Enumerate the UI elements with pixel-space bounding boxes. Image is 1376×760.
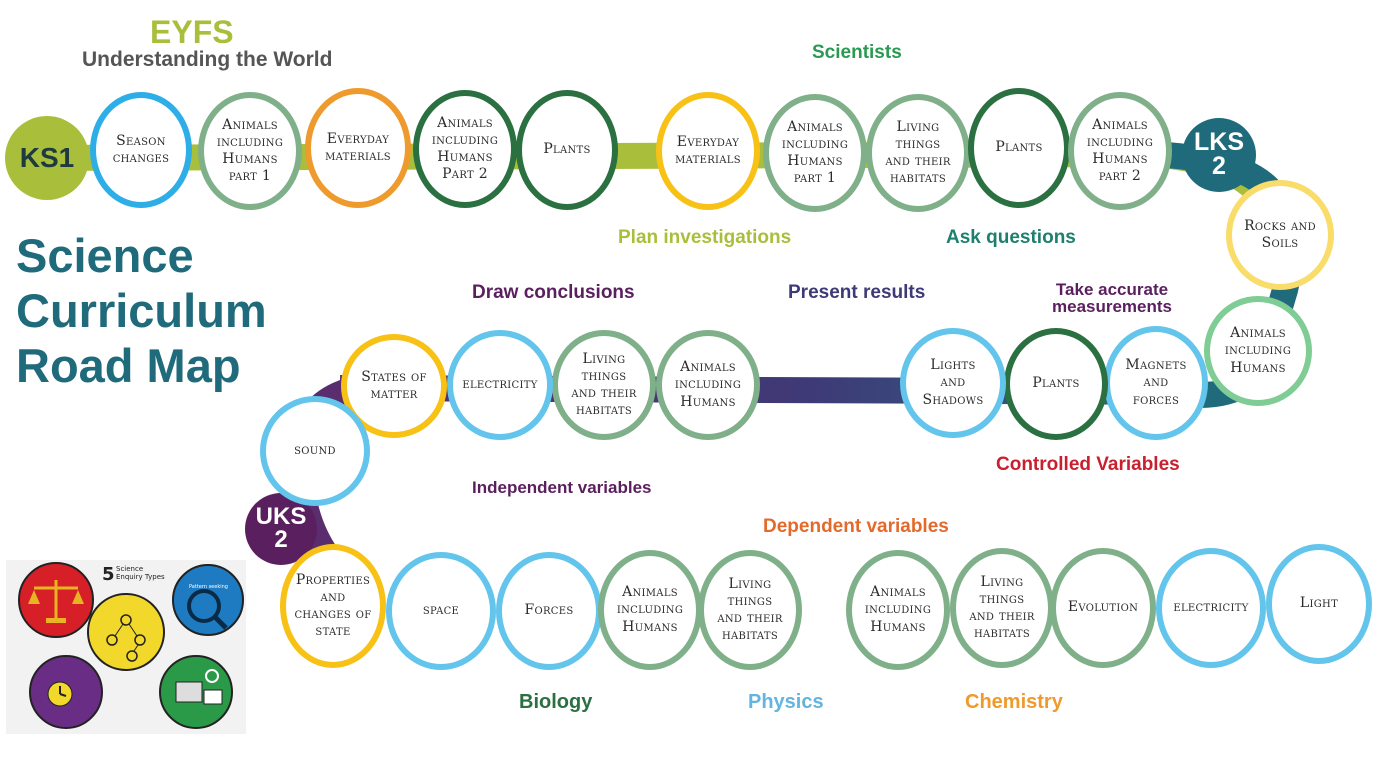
topic-lights-and-shadows[interactable]: Lights and Shadows — [900, 328, 1006, 438]
topic-living-things-1[interactable]: Living things and their habitats — [866, 94, 970, 212]
enquiry-types-inset: 5 Science Enquiry Types Pattern seeking — [6, 560, 246, 734]
title-line-1: Science — [16, 229, 194, 282]
inset-heading-line2: Enquiry Types — [116, 573, 165, 581]
magnifier-icon — [172, 564, 244, 636]
topic-everyday-materials-1[interactable]: Everyday materials — [305, 88, 411, 208]
topic-magnets-and-forces[interactable]: Magnets and forces — [1104, 326, 1208, 440]
skill-measure-line2: measurements — [1052, 297, 1173, 316]
page-title: Science Curriculum Road Map — [16, 228, 267, 393]
topic-forces[interactable]: Forces — [496, 552, 602, 670]
skill-scientists: Scientists — [812, 42, 902, 63]
topic-animals-humans-y5[interactable]: Animals including Humans — [598, 550, 702, 670]
skill-independent-variables: Independent variables — [472, 478, 652, 497]
topic-plants-2[interactable]: Plants — [968, 88, 1070, 208]
skill-controlled-variables: Controlled Variables — [996, 454, 1180, 475]
topic-living-things-4[interactable]: Living things and their habitats — [950, 548, 1054, 668]
topic-season-changes[interactable]: Season changes — [90, 92, 192, 208]
topic-states-of-matter[interactable]: States of matter — [341, 334, 447, 438]
topic-space[interactable]: space — [386, 552, 496, 670]
topic-animals-humans-lks2[interactable]: Animals including Humans — [1204, 296, 1312, 406]
skill-draw-conclusions: Draw conclusions — [472, 282, 635, 303]
topic-animals-humans-y6[interactable]: Animals including Humans — [846, 550, 950, 670]
topic-animals-humans-y4[interactable]: Animals including Humans — [656, 330, 760, 440]
topic-living-things-2[interactable]: Living things and their habitats — [552, 330, 656, 440]
research-icon — [159, 655, 233, 729]
topic-living-things-3[interactable]: Living things and their habitats — [698, 550, 802, 670]
scales-icon — [18, 562, 94, 638]
subject-chemistry: Chemistry — [965, 691, 1063, 713]
topic-plants-1[interactable]: Plants — [516, 90, 618, 210]
topic-light[interactable]: Light — [1266, 544, 1372, 664]
topic-animals-humans-y2-part1[interactable]: Animals including Humans part 1 — [763, 94, 867, 212]
skill-take-accurate-measurements: Take accurate measurements — [1052, 281, 1172, 315]
topic-electricity-2[interactable]: electricity — [1156, 548, 1266, 668]
ks1-label: KS1 — [19, 141, 75, 173]
topic-electricity-1[interactable]: electricity — [447, 330, 553, 440]
inset-heading-number: 5 — [102, 564, 115, 585]
topic-everyday-materials-2[interactable]: Everyday materials — [656, 92, 760, 210]
topic-properties-changes-of-state[interactable]: Properties and changes of state — [280, 544, 386, 668]
classification-icon — [87, 593, 165, 671]
skill-dependent-variables: Dependent variables — [763, 516, 949, 537]
topic-evolution[interactable]: Evolution — [1050, 548, 1156, 668]
title-line-3: Road Map — [16, 339, 241, 392]
inset-heading-line1: Science — [116, 565, 143, 573]
inset-pattern-label: Pattern seeking — [189, 584, 228, 590]
enquiry-types-graphic: 5 Science Enquiry Types Pattern seeking — [18, 562, 244, 729]
lks2-badge: LKS 2 — [1182, 118, 1256, 192]
uks2-label-top: UKS — [255, 503, 307, 531]
skill-measure-line1: Take accurate — [1055, 280, 1169, 299]
subject-biology: Biology — [519, 691, 593, 713]
skill-ask-questions: Ask questions — [946, 227, 1076, 248]
topic-rocks-and-soils[interactable]: Rocks and Soils — [1226, 180, 1334, 290]
topic-animals-humans-ks1-part2[interactable]: Animals including Humans Part 2 — [413, 90, 517, 208]
lks2-label-bottom: 2 — [1212, 152, 1226, 180]
topic-plants-3[interactable]: Plants — [1004, 328, 1108, 440]
topic-animals-humans-ks1-part1[interactable]: Animals including Humans part 1 — [198, 92, 302, 210]
eyfs-heading: EYFS — [150, 14, 234, 50]
title-line-2: Curriculum — [16, 284, 267, 337]
eyfs-subheading: Understanding the World — [82, 48, 333, 71]
clock-icon — [29, 655, 103, 729]
uks2-label-bottom: 2 — [274, 526, 288, 553]
topic-animals-humans-y2-part2[interactable]: Animals including Humans part 2 — [1068, 92, 1172, 210]
skill-plan-investigations: Plan investigations — [618, 227, 792, 248]
lks2-label-top: LKS — [1194, 128, 1244, 157]
ks1-badge: KS1 — [5, 116, 89, 200]
subject-physics: Physics — [748, 691, 824, 713]
topic-sound[interactable]: sound — [260, 396, 370, 506]
skill-present-results: Present results — [788, 282, 926, 303]
